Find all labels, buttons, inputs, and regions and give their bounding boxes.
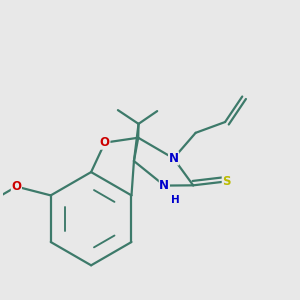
Text: N: N [169, 152, 178, 165]
Text: O: O [11, 180, 21, 193]
Text: N: N [159, 179, 170, 192]
Text: O: O [100, 136, 110, 149]
Text: H: H [171, 195, 180, 206]
Text: S: S [222, 175, 231, 188]
